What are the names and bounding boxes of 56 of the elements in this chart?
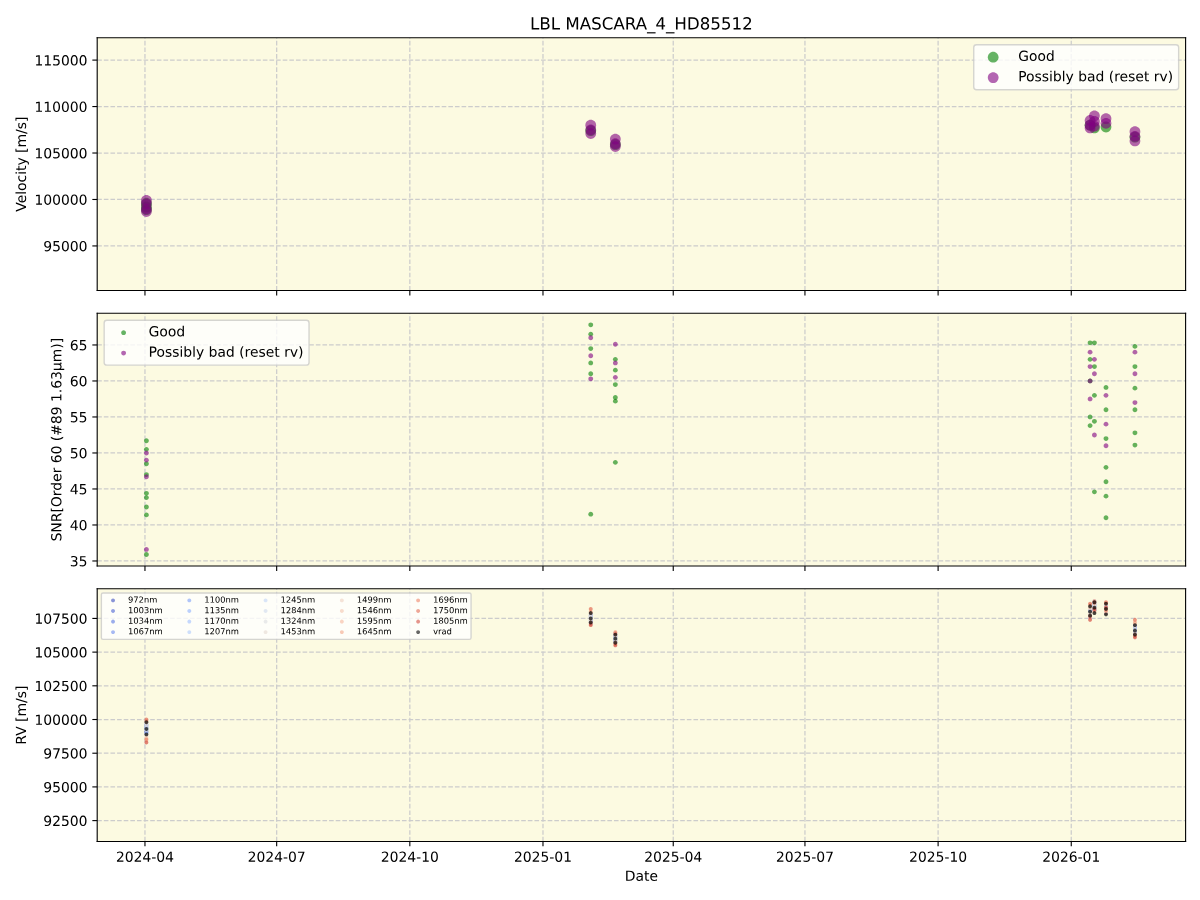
y-tick-label: 95000	[44, 781, 87, 793]
y-tick-label: 92500	[44, 815, 87, 827]
legend-label: 1207nm	[205, 628, 239, 635]
legend-label: 972nm	[128, 596, 157, 603]
legend-label: 1453nm	[281, 628, 315, 635]
legend-label: 1067nm	[128, 628, 162, 635]
y-tick-label: 55	[70, 412, 87, 423]
legend-label: 1645nm	[357, 628, 391, 635]
legend-label: Possibly bad (reset rv)	[1019, 70, 1172, 85]
y-tick-label: 40	[70, 519, 87, 531]
x-tick-label: 2024-04	[116, 851, 174, 862]
legend-label: Good	[149, 325, 184, 337]
legend-label: 1750nm	[434, 606, 468, 614]
legend-label: 1595nm	[357, 617, 391, 624]
y-tick-label: 107500	[35, 613, 87, 624]
x-tick-label: 2025-01	[514, 851, 571, 862]
y-axis-title: RV [m/s]	[15, 686, 28, 744]
y-tick-label: 102500	[35, 680, 87, 692]
legend-label: 1003nm	[128, 606, 162, 614]
y-tick-label: 65	[70, 339, 87, 351]
legend-label: 1170nm	[205, 617, 239, 624]
legend-label: 1100nm	[205, 596, 239, 603]
y-axis-title: SNR[Order 60 (#89 1.63μm)]	[50, 339, 65, 541]
y-tick-label: 95000	[44, 240, 87, 252]
y-tick-label: 105000	[35, 147, 87, 159]
y-axis-title: Velocity [m/s]	[15, 117, 29, 212]
x-tick-label: 2024-10	[381, 851, 438, 862]
y-tick-label: 60	[70, 375, 87, 387]
y-tick-label: 45	[70, 484, 87, 495]
legend-label: 1546nm	[357, 606, 391, 614]
chart-title: LBL MASCARA_4_HD85512	[531, 17, 752, 34]
x-tick-label: 2025-07	[776, 851, 833, 862]
y-tick-label: 97500	[44, 748, 87, 759]
legend-label: 1499nm	[357, 596, 391, 603]
legend-label: vrad	[433, 627, 452, 635]
legend-label: 1696nm	[434, 596, 468, 603]
y-tick-label: 35	[70, 555, 87, 567]
x-tick-label: 2024-07	[248, 851, 305, 862]
legend-label: 1284nm	[281, 606, 315, 614]
legend-label: Possibly bad (reset rv)	[149, 346, 303, 360]
y-tick-label: 100000	[35, 194, 87, 205]
legend-label: 1245nm	[281, 596, 315, 603]
x-tick-label: 2026-01	[1043, 851, 1099, 862]
y-tick-label: 110000	[35, 101, 87, 113]
legend-label: 1324nm	[281, 617, 315, 624]
legend-label: 1034nm	[128, 617, 162, 624]
x-tick-label: 2025-04	[645, 851, 702, 862]
y-tick-label: 100000	[35, 714, 87, 725]
legend-label: 1135nm	[205, 606, 239, 614]
y-tick-label: 50	[70, 447, 87, 459]
legend-label: 1805nm	[434, 617, 468, 624]
legend-label: Good	[1018, 50, 1054, 62]
x-axis-title: Date	[626, 870, 658, 881]
y-tick-label: 115000	[35, 55, 87, 66]
x-tick-label: 2025-10	[910, 851, 967, 862]
y-tick-label: 105000	[35, 647, 87, 658]
